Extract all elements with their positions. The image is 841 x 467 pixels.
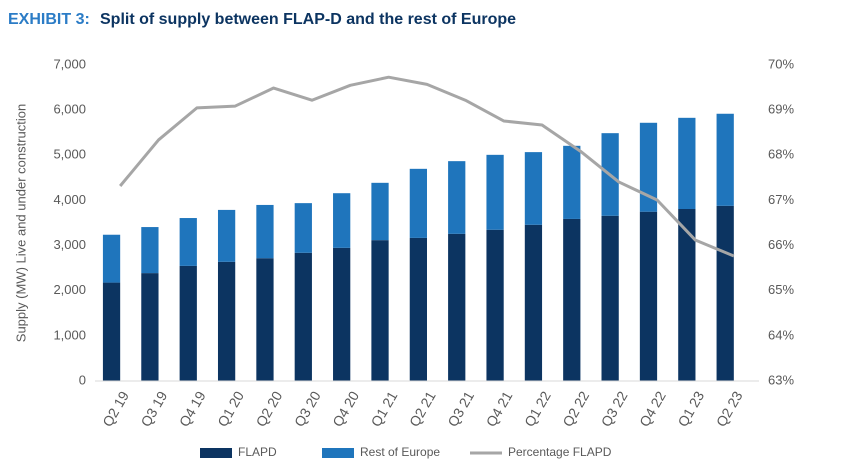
bar-segment <box>141 273 159 381</box>
bar-segment <box>294 203 312 253</box>
x-tick-label: Q1 22 <box>521 388 554 429</box>
x-tick-label: Q3 22 <box>598 388 631 429</box>
y-tick-label: 6,000 <box>53 102 86 117</box>
x-tick-label: Q4 21 <box>483 388 516 429</box>
y-tick-label: 4,000 <box>53 192 86 207</box>
bar-segment <box>639 211 658 381</box>
bar-segment <box>371 182 389 241</box>
bar-segment <box>179 265 197 381</box>
y2-tick-label: 69% <box>768 102 794 117</box>
y-tick-label: 1,000 <box>53 327 86 342</box>
y2-tick-label: 70% <box>768 56 794 71</box>
x-tick-label: Q2 21 <box>406 388 439 429</box>
x-tick-label: Q4 19 <box>176 388 209 429</box>
y2-tick-label: 66% <box>768 237 794 252</box>
bar-segment <box>179 218 197 266</box>
bar-segment <box>333 247 351 381</box>
bar-segment <box>409 168 427 238</box>
x-tick-label: Q1 21 <box>368 388 401 429</box>
bar-segment <box>563 218 581 381</box>
bar-segment <box>141 227 159 274</box>
x-tick-label: Q2 19 <box>99 388 132 429</box>
legend-swatch <box>322 448 354 458</box>
legend-swatch <box>200 448 232 458</box>
bar-segment <box>217 261 236 381</box>
legend-label: Rest of Europe <box>360 445 440 459</box>
y-tick-label: 7,000 <box>53 56 86 71</box>
x-tick-label: Q2 20 <box>252 388 285 429</box>
x-tick-label: Q2 22 <box>559 388 592 429</box>
x-tick-label: Q4 20 <box>329 388 362 429</box>
bar-segment <box>448 233 466 381</box>
bar-segment <box>217 209 236 262</box>
y2-tick-label: 68% <box>768 147 794 162</box>
y2-tick-label: 65% <box>768 282 794 297</box>
x-tick-label: Q4 22 <box>636 388 669 429</box>
y-tick-label: 5,000 <box>53 147 86 162</box>
exhibit-label: EXHIBIT 3: <box>8 11 90 28</box>
bar-segment <box>563 145 581 219</box>
bar-segment <box>294 252 312 381</box>
line <box>119 75 735 258</box>
y2-tick-label: 67% <box>768 192 794 207</box>
bar-segment <box>486 154 504 230</box>
bar-segment <box>524 224 543 381</box>
chart-title: Split of supply between FLAP-D and the r… <box>100 11 516 28</box>
x-tick-label: Q3 20 <box>291 388 324 429</box>
x-tick-label: Q1 23 <box>674 388 707 429</box>
x-tick-label: Q2 23 <box>713 388 746 429</box>
y2-tick-label: 64% <box>768 327 794 342</box>
x-tick-label: Q1 20 <box>214 388 247 429</box>
y2-tick-label: 63% <box>768 372 794 387</box>
legend-label: FLAPD <box>238 445 277 459</box>
bar-segment <box>524 152 543 225</box>
bar-segment <box>678 117 696 210</box>
x-tick-label: Q3 19 <box>137 388 170 429</box>
y-tick-label: 0 <box>79 372 86 387</box>
bar-segment <box>371 240 389 381</box>
bar-segment <box>102 234 121 283</box>
bar-segment <box>256 204 274 259</box>
bar-segment <box>448 161 466 234</box>
bar-segment <box>601 215 619 381</box>
bar-segment <box>256 258 274 381</box>
bar-segment <box>486 229 504 381</box>
y-tick-label: 2,000 <box>53 282 86 297</box>
bar-segment <box>678 209 696 381</box>
legend-label: Percentage FLAPD <box>508 445 612 459</box>
bar-segment <box>102 282 121 381</box>
bar-segment <box>409 237 427 381</box>
bar-segment <box>716 205 734 381</box>
bar-segment <box>333 193 351 248</box>
y-tick-label: 3,000 <box>53 237 86 252</box>
x-tick-label: Q3 21 <box>444 388 477 429</box>
y-axis-label: Supply (MW) Live and under construction <box>13 104 28 342</box>
bar-segment <box>639 122 658 212</box>
bar-segment <box>716 113 734 206</box>
